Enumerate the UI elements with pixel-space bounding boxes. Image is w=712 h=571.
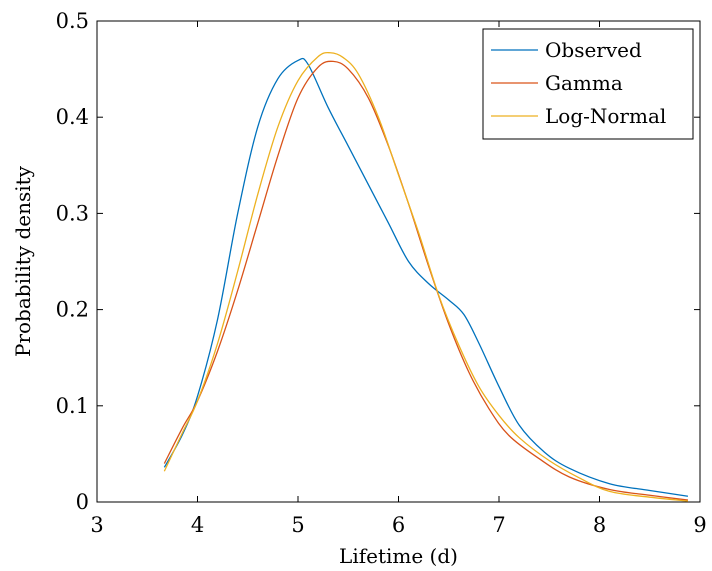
- x-tick-label: 9: [693, 513, 706, 537]
- series-line-observed: [163, 57, 689, 497]
- series-lines: [163, 51, 689, 502]
- y-tick-label: 0.5: [56, 9, 89, 33]
- y-tick-label: 0.2: [56, 298, 89, 322]
- series-line-gamma: [163, 60, 689, 501]
- legend-label-gamma: Gamma: [545, 71, 623, 95]
- x-tick-label: 6: [392, 513, 405, 537]
- legend-label-observed: Observed: [545, 38, 642, 62]
- series-line-log-normal: [163, 51, 689, 502]
- y-tick-label: 0.1: [56, 394, 89, 418]
- x-tick-label: 4: [191, 513, 204, 537]
- x-tick-label: 5: [291, 513, 304, 537]
- legend-label-log-normal: Log-Normal: [545, 104, 666, 128]
- x-tick-label: 7: [492, 513, 505, 537]
- y-tick-label: 0.4: [56, 105, 89, 129]
- tick-labels: 3 4 5 6 7 8 9 0 0.1 0.2 0.3 0.4 0.5: [56, 9, 707, 537]
- y-axis-title: Probability density: [11, 165, 35, 357]
- y-tick-label: 0: [76, 490, 89, 514]
- ticks-layer: [96, 20, 701, 503]
- x-axis-title: Lifetime (d): [339, 544, 458, 568]
- y-tick-label: 0.3: [56, 201, 89, 225]
- x-tick-label: 3: [90, 513, 103, 537]
- legend: Observed Gamma Log-Normal: [482, 28, 694, 140]
- x-tick-label: 8: [593, 513, 606, 537]
- legend-box: [482, 28, 694, 140]
